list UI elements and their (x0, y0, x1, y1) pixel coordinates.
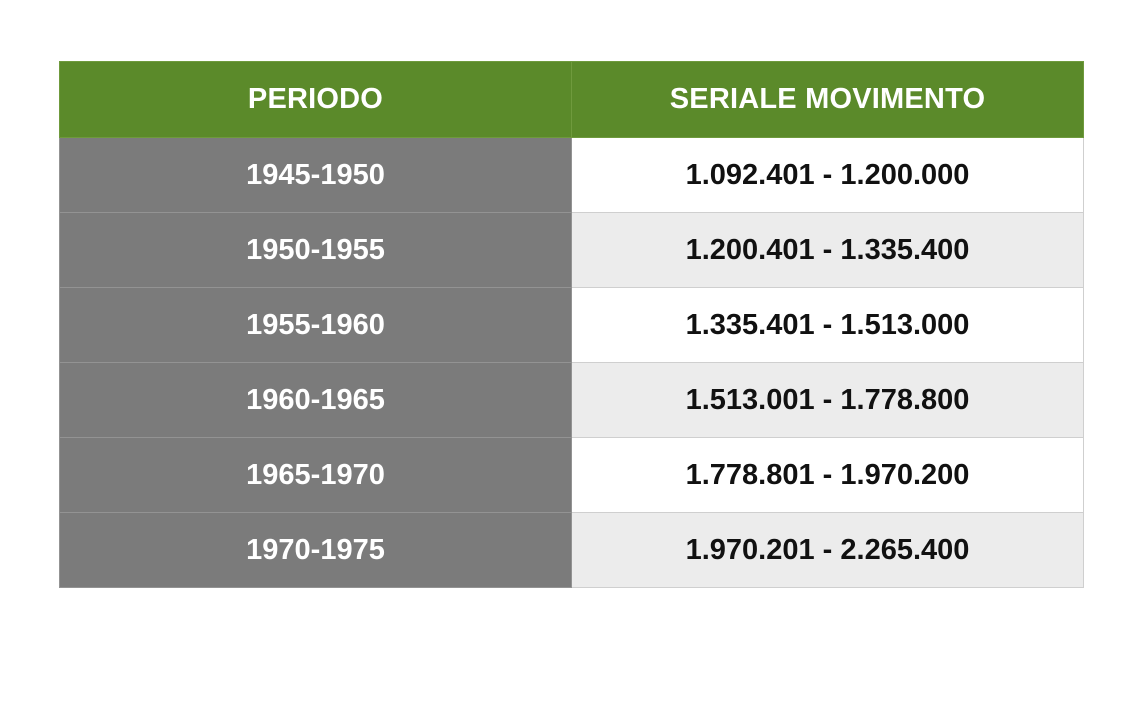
table-row: 1970-1975 1.970.201 - 2.265.400 (59, 512, 1084, 588)
table-row: 1945-1950 1.092.401 - 1.200.000 (59, 137, 1084, 213)
serial-cell: 1.335.401 - 1.513.000 (571, 287, 1084, 363)
serial-cell: 1.092.401 - 1.200.000 (571, 137, 1084, 213)
serial-table: PERIODO SERIALE MOVIMENTO 1945-1950 1.09… (59, 61, 1084, 588)
table-row: 1960-1965 1.513.001 - 1.778.800 (59, 362, 1084, 438)
serial-cell: 1.513.001 - 1.778.800 (571, 362, 1084, 438)
header-periodo: PERIODO (59, 61, 572, 138)
period-cell: 1945-1950 (59, 137, 572, 213)
table-row: 1950-1955 1.200.401 - 1.335.400 (59, 212, 1084, 288)
serial-cell: 1.970.201 - 2.265.400 (571, 512, 1084, 588)
table-header-row: PERIODO SERIALE MOVIMENTO (59, 61, 1084, 138)
period-cell: 1955-1960 (59, 287, 572, 363)
serial-cell: 1.200.401 - 1.335.400 (571, 212, 1084, 288)
serial-cell: 1.778.801 - 1.970.200 (571, 437, 1084, 513)
period-cell: 1960-1965 (59, 362, 572, 438)
table-row: 1965-1970 1.778.801 - 1.970.200 (59, 437, 1084, 513)
header-seriale-movimento: SERIALE MOVIMENTO (571, 61, 1084, 138)
period-cell: 1965-1970 (59, 437, 572, 513)
period-cell: 1970-1975 (59, 512, 572, 588)
table-row: 1955-1960 1.335.401 - 1.513.000 (59, 287, 1084, 363)
period-cell: 1950-1955 (59, 212, 572, 288)
